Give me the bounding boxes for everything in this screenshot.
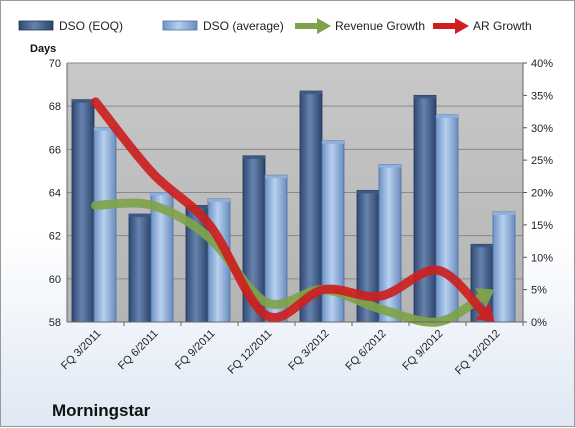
- bar-dso-average: [93, 127, 117, 323]
- bar-cap: [322, 140, 344, 144]
- bar-cap: [379, 164, 401, 168]
- x-tick-label: FQ 12/2012: [453, 328, 503, 378]
- legend-arrow-ar-growth: [455, 18, 469, 34]
- bar-dso-eoq: [71, 99, 95, 323]
- y2-tick-label: 40%: [531, 58, 553, 70]
- legend-label-ar-growth: AR Growth: [473, 19, 532, 33]
- bar-cap: [94, 127, 116, 131]
- legend-label-dso-eoq-: DSO (EOQ): [59, 19, 123, 33]
- bar-cap: [129, 214, 151, 218]
- x-tick-label: FQ 12/2011: [226, 328, 275, 377]
- line-ar-growth: [91, 97, 488, 323]
- y2-tick-label: 5%: [531, 285, 547, 297]
- legend: DSO (EOQ) DSO (average) Revenue Growth AR G…: [18, 18, 532, 34]
- bar-dso-eoq: [413, 94, 437, 323]
- y2-tick-label: 35%: [531, 90, 553, 102]
- bar-cap: [243, 155, 265, 159]
- legend-label-dso-average-: DSO (average): [203, 19, 284, 33]
- bar-dso-average: [492, 211, 516, 323]
- bar-cap: [414, 95, 436, 99]
- bar-cap: [208, 198, 230, 202]
- x-tick-label: FQ 3/2011: [59, 328, 104, 373]
- bar-cap: [493, 211, 515, 215]
- bar-cap: [436, 114, 458, 118]
- bar-dso-average: [435, 114, 459, 323]
- y-tick-label: 70: [49, 58, 61, 70]
- x-tick-label: FQ 9/2012: [400, 328, 445, 373]
- x-tick-label: FQ 9/2011: [173, 328, 218, 373]
- y-tick-label: 64: [49, 188, 61, 200]
- y-tick-label: 66: [49, 144, 61, 156]
- bar-cap: [72, 99, 94, 103]
- y2-tick-label: 0%: [531, 317, 547, 329]
- y2-tick-label: 20%: [531, 188, 553, 200]
- y2-tick-label: 30%: [531, 123, 553, 135]
- legend-swatch-dso-average-: [162, 20, 198, 31]
- arrowhead-ar-growth: [475, 303, 495, 322]
- brand-label: Morningstar: [52, 401, 151, 420]
- bar-cap: [151, 192, 173, 196]
- legend-swatch-dso-eoq-: [18, 20, 54, 31]
- y-tick-label: 60: [49, 274, 61, 286]
- bar-cap: [471, 244, 493, 248]
- bar-cap: [300, 91, 322, 95]
- y2-tick-label: 25%: [531, 155, 553, 167]
- y-tick-label: 62: [49, 231, 61, 243]
- bar-cap: [265, 175, 287, 179]
- x-tick-label: FQ 3/2012: [286, 328, 331, 373]
- arrowhead-revenue-growth: [475, 287, 495, 308]
- y2-tick-label: 10%: [531, 252, 553, 264]
- y-axis-title: Days: [30, 43, 56, 55]
- legend-label-revenue-growth: Revenue Growth: [335, 19, 425, 33]
- x-tick-label: FQ 6/2012: [343, 328, 388, 373]
- y-tick-label: 58: [49, 317, 61, 329]
- y2-tick-label: 15%: [531, 220, 553, 232]
- y-tick-label: 68: [49, 101, 61, 113]
- x-tick-label: FQ 6/2011: [116, 328, 161, 373]
- bar-dso-eoq: [128, 213, 152, 323]
- legend-arrow-revenue-growth: [317, 18, 331, 34]
- bar-cap: [357, 190, 379, 194]
